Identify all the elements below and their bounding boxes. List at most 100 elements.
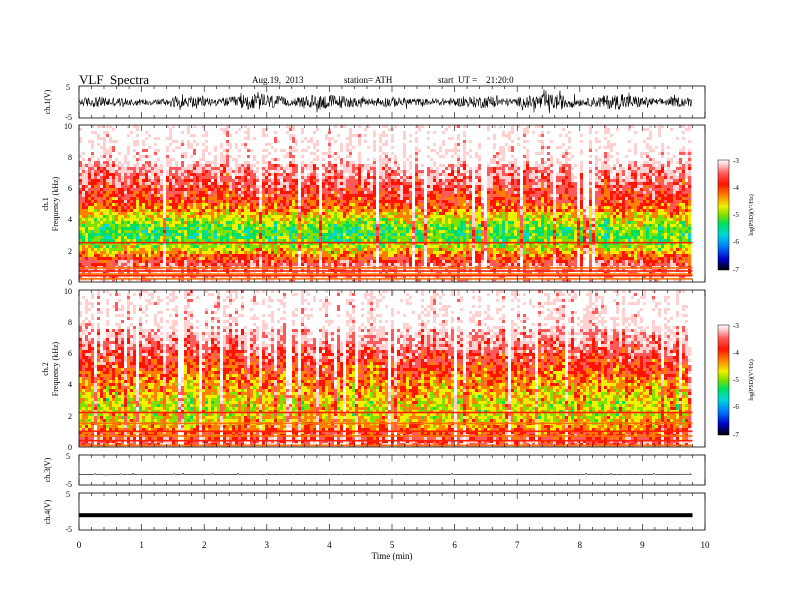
spectrogram-cell — [193, 164, 196, 167]
spectrogram-cell — [169, 179, 172, 182]
spectrogram-cell — [79, 218, 82, 221]
spectrogram-cell — [97, 191, 100, 194]
spectrogram-cell — [238, 173, 241, 176]
spectrogram-cell — [262, 236, 265, 239]
spectrogram-cell — [331, 224, 334, 227]
spectrogram-cell — [274, 218, 277, 221]
spectrogram-cell — [214, 152, 217, 155]
spectrogram-cell — [310, 236, 313, 239]
spectrogram-cell — [91, 197, 94, 200]
spectrogram-cell — [85, 164, 88, 167]
spectrogram-cell — [352, 206, 355, 209]
spectrogram-cell — [298, 149, 301, 152]
spectrogram-cell — [157, 218, 160, 221]
spectrogram-cell — [145, 251, 148, 254]
spectrogram-cell — [232, 254, 235, 257]
spectrogram-cell — [196, 170, 199, 173]
spectrogram-cell — [142, 125, 145, 128]
spectrogram-cell — [346, 155, 349, 158]
spectrogram-cell — [112, 263, 115, 266]
spectrogram-cell — [313, 125, 316, 128]
spectrogram-cell — [361, 137, 364, 140]
spectrogram-cell — [190, 254, 193, 257]
spectrogram-cell — [136, 146, 139, 149]
spectrogram-cell — [220, 236, 223, 239]
spectrogram-cell — [271, 212, 274, 215]
spectrogram-cell — [217, 251, 220, 254]
spectrogram-cell — [193, 254, 196, 257]
spectrogram-cell — [181, 176, 184, 179]
spectrogram-cell — [139, 248, 142, 251]
spectrogram-cell — [172, 185, 175, 188]
spectrogram-cell — [208, 158, 211, 161]
spectrogram-cell — [244, 164, 247, 167]
spectrogram-cell — [163, 137, 166, 140]
spectrogram-cell — [226, 143, 229, 146]
spectrogram-cell — [232, 233, 235, 236]
spectrogram-cell — [184, 212, 187, 215]
spectrogram-cell — [232, 161, 235, 164]
spectrogram-cell — [106, 203, 109, 206]
spectrogram-cell — [103, 185, 106, 188]
spectrogram-cell — [361, 143, 364, 146]
spectrogram-cell — [145, 137, 148, 140]
spectrogram-cell — [244, 206, 247, 209]
spectrogram-cell — [328, 158, 331, 161]
spectrogram-cell — [295, 263, 298, 266]
spectrogram-cell — [259, 146, 262, 149]
spectrogram-cell — [91, 212, 94, 215]
spectrogram-cell — [169, 197, 172, 200]
spectrogram-cell — [121, 137, 124, 140]
spectrogram-cell — [304, 170, 307, 173]
spectrogram-cell — [235, 218, 238, 221]
spectrogram-cell — [250, 254, 253, 257]
spectrogram-cell — [190, 131, 193, 134]
spectrogram-cell — [202, 215, 205, 218]
spectrogram-cell — [283, 197, 286, 200]
spectrogram-cell — [232, 185, 235, 188]
spectrogram-cell — [268, 182, 271, 185]
spectrogram-cell — [157, 167, 160, 170]
spectrogram-cell — [277, 194, 280, 197]
spectrogram-cell — [298, 146, 301, 149]
spectrogram-cell — [241, 155, 244, 158]
spectrogram-cell — [127, 215, 130, 218]
spectrogram-cell — [94, 251, 97, 254]
spectrogram-cell — [145, 260, 148, 263]
spectrogram-cell — [247, 191, 250, 194]
spectrogram-cell — [250, 155, 253, 158]
spectrogram-cell — [199, 203, 202, 206]
spectrogram-cell — [169, 260, 172, 263]
spectrogram-cell — [364, 206, 367, 209]
spectrogram-cell — [364, 251, 367, 254]
spectrogram-cell — [109, 146, 112, 149]
spectrogram-cell — [193, 131, 196, 134]
spectrogram-cell — [250, 128, 253, 131]
spectrogram-cell — [169, 230, 172, 233]
spectrogram-cell — [193, 149, 196, 152]
spectrogram-cell — [298, 227, 301, 230]
spectrogram-cell — [178, 248, 181, 251]
spectrogram-cell — [247, 218, 250, 221]
spectrogram-cell — [241, 182, 244, 185]
spectrogram-cell — [325, 254, 328, 257]
spectrogram-cell — [223, 131, 226, 134]
spectrogram-cell — [262, 239, 265, 242]
spectrogram-cell — [292, 191, 295, 194]
spectrogram-cell — [88, 170, 91, 173]
spectrogram-cell — [337, 185, 340, 188]
spectrogram-cell — [184, 134, 187, 137]
spectrogram-cell — [220, 221, 223, 224]
spectrogram-cell — [151, 245, 154, 248]
spectrogram-cell — [118, 239, 121, 242]
spectrogram-cell — [361, 149, 364, 152]
spectrogram-cell — [217, 263, 220, 266]
spectrogram-cell — [130, 257, 133, 260]
spectrogram-cell — [205, 218, 208, 221]
spectrogram-cell — [325, 248, 328, 251]
spectrogram-cell — [283, 194, 286, 197]
spectrogram-cell — [259, 155, 262, 158]
spectrogram-cell — [208, 137, 211, 140]
spectrogram-cell — [256, 206, 259, 209]
spectrogram-cell — [253, 188, 256, 191]
